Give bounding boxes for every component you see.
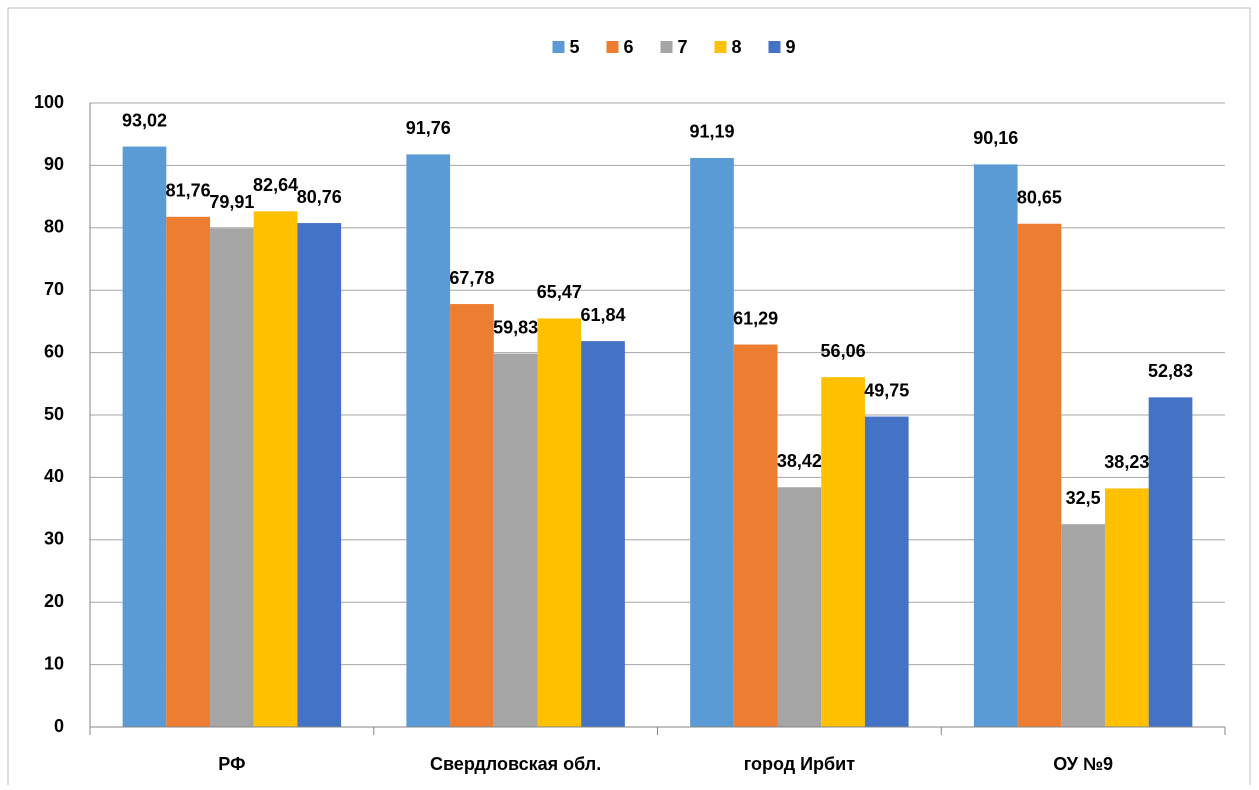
value-label: 49,75 [864,380,909,400]
y-tick-label: 40 [44,466,64,486]
x-tick-label: Свердловская обл. [430,754,601,774]
bar [973,164,1018,727]
value-label: 61,29 [733,308,778,328]
y-tick-label: 90 [44,154,64,174]
bar [166,216,211,727]
y-tick-label: 70 [44,279,64,299]
value-label: 32,5 [1066,488,1101,508]
bar [1104,488,1149,727]
bar [122,146,167,728]
value-label: 52,83 [1148,361,1193,381]
bar [210,228,254,727]
bar [733,344,778,727]
value-label: 56,06 [821,341,866,361]
bar [690,157,734,728]
bar [864,416,909,727]
legend-label: 5 [570,37,580,57]
value-label: 90,16 [973,128,1018,148]
bar [450,304,494,727]
value-label: 80,76 [297,187,342,207]
legend-swatch [714,41,727,53]
y-tick-label: 30 [44,529,64,549]
value-label: 80,65 [1017,187,1062,207]
y-tick-label: 100 [34,92,64,112]
bar [493,353,538,727]
value-label: 91,76 [406,118,451,138]
value-label: 59,83 [493,317,538,337]
value-label: 93,02 [122,110,167,130]
bar [1148,397,1193,727]
x-tick-label: город Ирбит [744,754,856,774]
value-label: 81,76 [166,181,211,201]
legend-swatch [660,41,673,53]
legend-label: 7 [678,37,688,57]
value-label: 67,78 [449,268,494,288]
bar [406,154,451,727]
value-label: 38,23 [1104,452,1149,472]
bar [821,377,865,727]
bar [253,211,298,727]
x-tick-label: ОУ №9 [1053,754,1113,774]
legend-swatch [606,41,619,53]
legend-swatch [768,41,781,53]
y-tick-label: 20 [44,591,64,611]
y-tick-label: 60 [44,341,64,361]
value-label: 65,47 [537,282,582,302]
y-tick-label: 50 [44,404,64,424]
bar [581,341,625,727]
bar [537,318,582,727]
bar [1061,524,1105,727]
bar [1017,223,1062,727]
bar [297,223,342,727]
value-label: 38,42 [777,451,822,471]
bar [777,487,822,727]
legend-label: 8 [732,37,742,57]
legend-swatch [552,41,565,53]
y-tick-label: 10 [44,653,64,673]
legend-label: 6 [624,37,634,57]
y-tick-label: 0 [54,716,64,736]
value-label: 61,84 [580,305,625,325]
value-label: 82,64 [253,175,298,195]
y-tick-label: 80 [44,217,64,237]
value-label: 79,91 [209,192,254,212]
x-tick-label: РФ [218,754,245,774]
value-label: 91,19 [689,122,734,142]
legend-label: 9 [786,37,796,57]
